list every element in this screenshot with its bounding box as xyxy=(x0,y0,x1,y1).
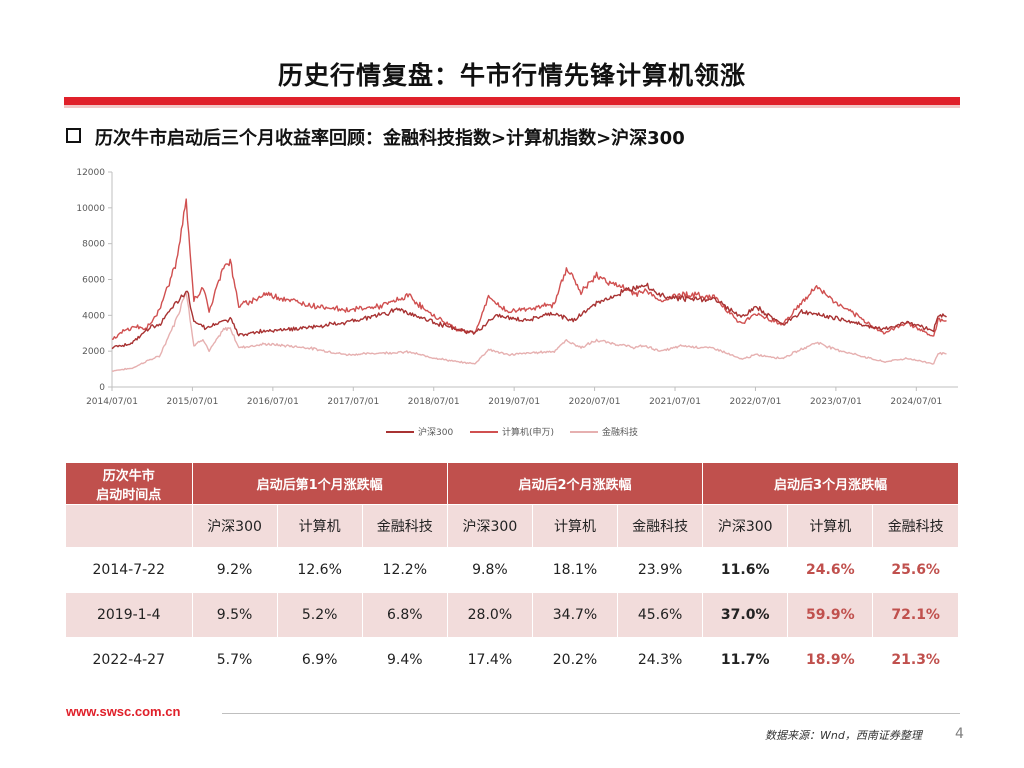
x-tick-label: 2020/07/01 xyxy=(569,397,621,407)
table-cell: 72.1% xyxy=(872,592,958,638)
table-cell: 11.7% xyxy=(702,637,789,682)
series-line xyxy=(111,198,947,340)
x-tick-label: 2023/07/01 xyxy=(810,397,862,407)
table-cell: 37.0% xyxy=(702,592,789,638)
header-month3: 启动后3个月涨跌幅 xyxy=(702,463,958,505)
y-tick-label: 0 xyxy=(99,383,105,393)
table-cell: 25.6% xyxy=(872,547,958,593)
header-start-date-line2: 启动时间点 xyxy=(96,487,162,503)
x-tick-label: 2015/07/01 xyxy=(166,397,218,407)
table-cell: 12.2% xyxy=(362,547,448,593)
legend-label: 计算机(申万) xyxy=(502,426,554,438)
subheader-cell: 沪深300 xyxy=(192,504,278,548)
y-tick-label: 10000 xyxy=(76,204,105,214)
table-row: 2019-1-4 9.5% 5.2% 6.8% 28.0% 34.7% 45.6… xyxy=(66,592,958,638)
index-line-chart: 0 2000 4000 6000 8000 10000 12000 2014/07/01 201… xyxy=(76,168,958,438)
data-source-note: 数据来源：Wnd，西南证券整理 xyxy=(765,729,922,742)
x-tick-label: 2014/07/01 xyxy=(86,397,138,407)
table-cell: 21.3% xyxy=(872,637,958,682)
series-line xyxy=(111,292,947,372)
chart-legend: 沪深300 计算机(申万) 金融科技 xyxy=(386,426,638,438)
x-tick-label: 2018/07/01 xyxy=(408,397,460,407)
table-header-row: 历次牛市 启动时间点 启动后第1个月涨跌幅 启动后2个月涨跌幅 启动后3个月涨跌… xyxy=(66,463,958,505)
header-month1: 启动后第1个月涨跌幅 xyxy=(192,463,448,505)
table-cell: 28.0% xyxy=(447,592,533,638)
table-cell: 5.2% xyxy=(277,592,363,638)
chart-axes: 0 2000 4000 6000 8000 10000 12000 2014/07/01 201… xyxy=(76,168,958,407)
page-number: 4 xyxy=(955,726,964,742)
table-cell: 9.4% xyxy=(362,637,448,682)
y-tick-label: 12000 xyxy=(76,168,105,178)
row-date: 2022-4-27 xyxy=(66,637,193,682)
table-subheader-row: 沪深300 计算机 金融科技 沪深300 计算机 金融科技 沪深300 计算机 … xyxy=(66,504,958,548)
x-tick-label: 2017/07/01 xyxy=(327,397,379,407)
subheader-cell: 计算机 xyxy=(277,504,363,548)
x-tick-label: 2022/07/01 xyxy=(730,397,782,407)
subheader-cell: 计算机 xyxy=(532,504,619,548)
series-line xyxy=(111,282,947,350)
table-cell: 24.3% xyxy=(617,637,704,682)
table-cell: 20.2% xyxy=(532,637,619,682)
chart-series xyxy=(111,198,947,372)
header-start-date-line1: 历次牛市 xyxy=(102,468,155,484)
subheader-cell: 沪深300 xyxy=(447,504,533,548)
title-underline-shade xyxy=(64,105,960,108)
subheader-cell: 金融科技 xyxy=(362,504,448,548)
table-cell: 12.6% xyxy=(277,547,363,593)
y-tick-label: 2000 xyxy=(82,347,105,357)
legend-label: 沪深300 xyxy=(418,426,453,438)
subheader-cell: 金融科技 xyxy=(617,504,704,548)
row-date: 2014-7-22 xyxy=(66,547,193,593)
table-cell: 6.9% xyxy=(277,637,363,682)
table-row: 2014-7-22 9.2% 12.6% 12.2% 9.8% 18.1% 23… xyxy=(66,547,958,593)
table-cell: 34.7% xyxy=(532,592,619,638)
x-tick-label: 2024/07/01 xyxy=(890,397,942,407)
header-start-date: 历次牛市 启动时间点 xyxy=(66,463,193,505)
table-cell: 9.8% xyxy=(447,547,533,593)
checkbox-bullet-icon xyxy=(66,128,81,143)
table-cell: 6.8% xyxy=(362,592,448,638)
table-cell: 5.7% xyxy=(192,637,278,682)
table-cell: 9.2% xyxy=(192,547,278,593)
table-cell: 59.9% xyxy=(787,592,874,638)
table-cell: 18.9% xyxy=(787,637,874,682)
table-cell: 45.6% xyxy=(617,592,704,638)
title-underline xyxy=(64,97,960,105)
x-tick-label: 2019/07/01 xyxy=(488,397,540,407)
y-tick-label: 4000 xyxy=(82,311,105,321)
returns-table: 历次牛市 启动时间点 启动后第1个月涨跌幅 启动后2个月涨跌幅 启动后3个月涨跌… xyxy=(66,463,958,682)
page-title: 历史行情复盘：牛市行情先锋计算机领涨 xyxy=(277,61,746,90)
header-month2: 启动后2个月涨跌幅 xyxy=(447,463,704,505)
y-tick-label: 8000 xyxy=(82,240,105,250)
subheader-cell: 沪深300 xyxy=(702,504,789,548)
table-row: 2022-4-27 5.7% 6.9% 9.4% 17.4% 20.2% 24.… xyxy=(66,637,958,682)
subheader-empty xyxy=(66,504,193,548)
y-tick-label: 6000 xyxy=(82,276,105,286)
table-cell: 9.5% xyxy=(192,592,278,638)
footer-divider xyxy=(222,713,960,714)
table-cell: 24.6% xyxy=(787,547,874,593)
subheader-cell: 金融科技 xyxy=(872,504,958,548)
table-cell: 23.9% xyxy=(617,547,704,593)
section-subtitle: 历次牛市启动后三个月收益率回顾：金融科技指数>计算机指数>沪深300 xyxy=(66,124,685,150)
section-subtitle-text: 历次牛市启动后三个月收益率回顾：金融科技指数>计算机指数>沪深300 xyxy=(95,128,685,149)
x-tick-label: 2016/07/01 xyxy=(247,397,299,407)
row-date: 2019-1-4 xyxy=(66,592,193,638)
table-cell: 18.1% xyxy=(532,547,619,593)
table-cell: 11.6% xyxy=(702,547,789,593)
legend-label: 金融科技 xyxy=(602,426,638,438)
table-cell: 17.4% xyxy=(447,637,533,682)
footer-website-link[interactable]: www.swsc.com.cn xyxy=(66,704,181,719)
x-tick-label: 2021/07/01 xyxy=(649,397,701,407)
subheader-cell: 计算机 xyxy=(787,504,874,548)
